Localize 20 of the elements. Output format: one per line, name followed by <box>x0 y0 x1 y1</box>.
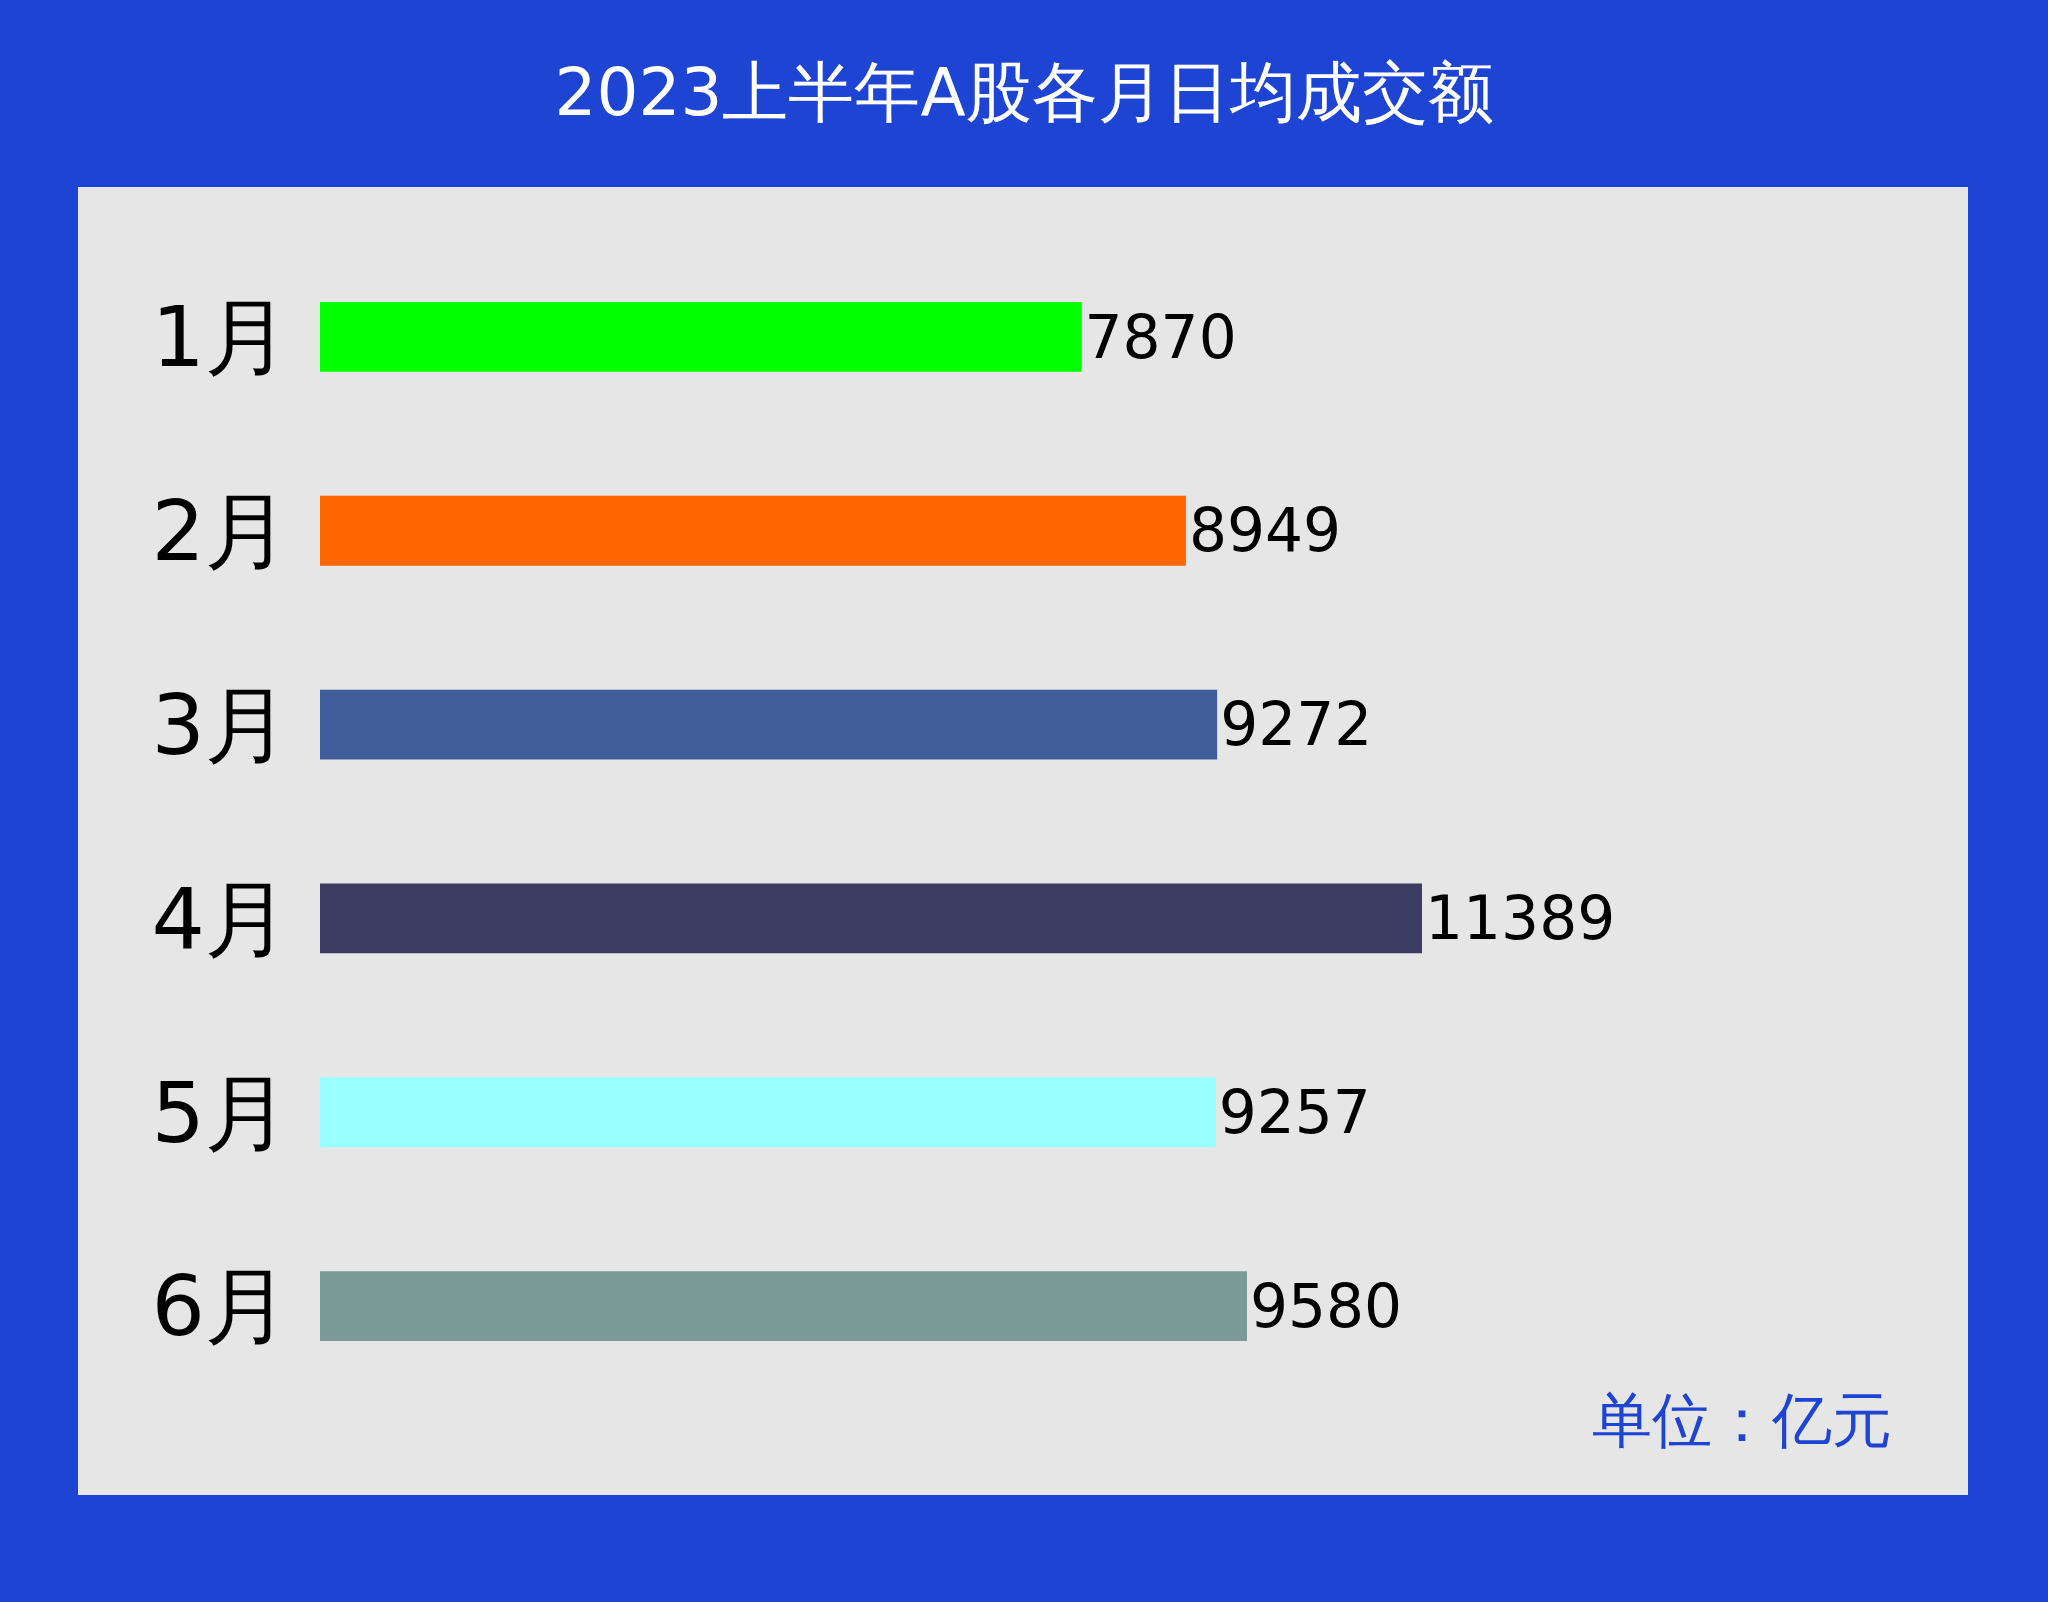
bar <box>320 689 1218 760</box>
data-label: 7870 <box>1084 301 1237 372</box>
data-label: 9257 <box>1218 1076 1371 1147</box>
bar <box>320 1077 1216 1148</box>
y-tick-label: 6月 <box>151 1257 289 1356</box>
data-label: 8949 <box>1188 495 1342 566</box>
bar <box>320 302 1082 372</box>
chart-title: 2023上半年A股各月日均成交额 <box>554 54 1494 132</box>
data-label: 9272 <box>1220 689 1373 760</box>
y-tick-label: 2月 <box>151 482 289 581</box>
bar <box>320 1271 1247 1341</box>
bar <box>320 495 1186 566</box>
y-tick-label: 1月 <box>151 288 289 387</box>
data-label: 11389 <box>1425 883 1616 954</box>
y-tick-label: 3月 <box>151 675 289 774</box>
bar <box>320 883 1422 954</box>
data-label: 9580 <box>1249 1270 1403 1341</box>
text: 单位：亿元 <box>1592 1385 1892 1455</box>
y-tick-label: 5月 <box>151 1063 289 1162</box>
y-tick-label: 4月 <box>151 869 289 968</box>
